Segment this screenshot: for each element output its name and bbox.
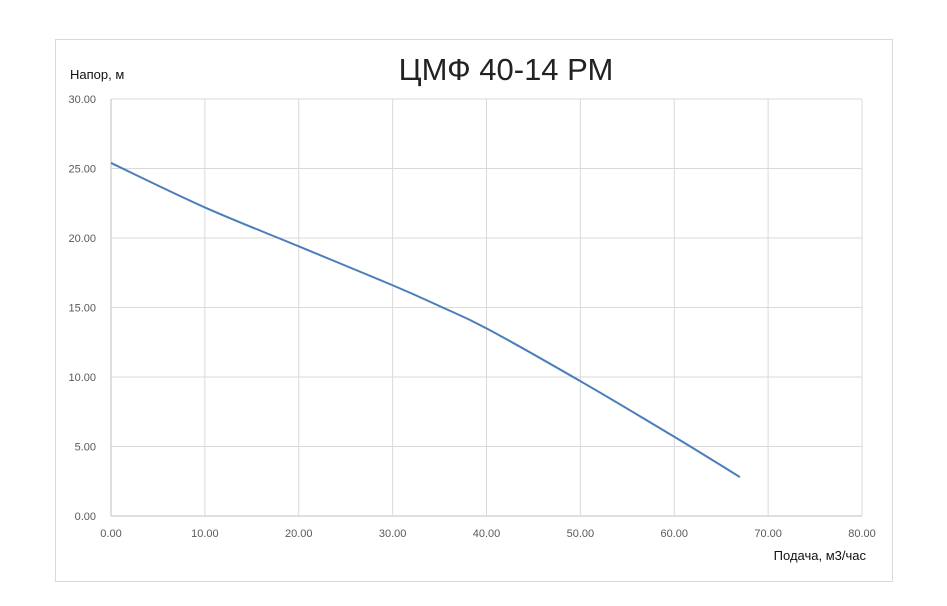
x-tick-label: 70.00 <box>754 528 782 540</box>
series-line <box>110 162 741 478</box>
y-tick-label: 25.00 <box>68 164 96 176</box>
x-tick-label: 80.00 <box>848 528 876 540</box>
chart-title: ЦМФ 40-14 РМ <box>399 52 614 87</box>
x-tick-label: 60.00 <box>660 528 688 540</box>
x-tick-label: 0.00 <box>100 528 121 540</box>
x-tick-label: 20.00 <box>285 528 313 540</box>
x-axis-title: Подача, м3/час <box>774 548 867 563</box>
y-axis-title: Напор, м <box>70 67 124 82</box>
y-tick-label: 30.00 <box>68 94 96 106</box>
y-tick-label: 0.00 <box>75 511 96 523</box>
y-tick-label: 10.00 <box>68 372 96 384</box>
y-tick-label: 5.00 <box>75 442 96 454</box>
y-tick-label: 20.00 <box>68 233 96 245</box>
x-tick-label: 10.00 <box>191 528 219 540</box>
gridlines <box>110 98 863 517</box>
x-tick-label: 30.00 <box>379 528 407 540</box>
y-tick-label: 15.00 <box>68 303 96 315</box>
series-layer <box>110 162 741 478</box>
x-tick-label: 50.00 <box>567 528 595 540</box>
x-tick-label: 40.00 <box>473 528 501 540</box>
tick-labels: 0.00 5.00 10.00 15.00 20.00 25.00 30.00 0.00 10.… <box>68 94 875 540</box>
chart-frame <box>55 39 893 582</box>
